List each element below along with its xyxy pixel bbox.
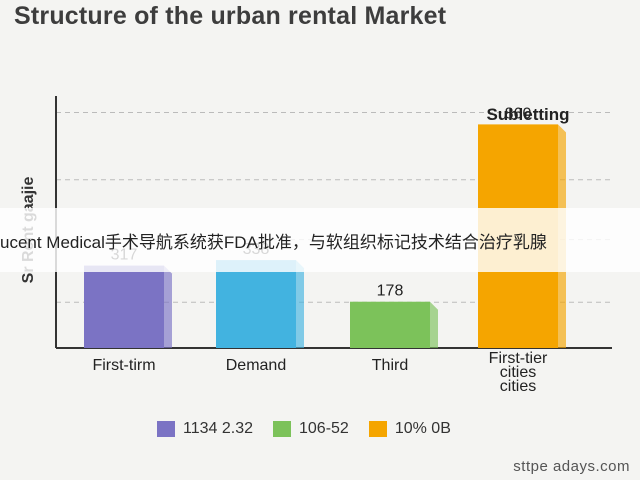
bar [84, 265, 164, 348]
source-text: sttpe adays.com [513, 458, 630, 475]
bar-value-label: 860 [505, 105, 532, 122]
legend: 1134 2.32 106-52 10% 0B [157, 420, 451, 438]
bar-side [430, 301, 438, 348]
x-tick-label: First-tirm [92, 357, 155, 374]
legend-label: 10% 0B [394, 420, 451, 437]
bar [350, 301, 430, 348]
legend-item: 10% 0B [368, 420, 451, 438]
legend-label: 106-52 [299, 420, 349, 437]
caption-overlay-text: ucent Medical手术导航系统获FDA批准，与软组织标记技术结合治疗乳腺 [0, 233, 547, 252]
x-tick-label: Third [372, 357, 408, 374]
x-tick-label: First-tier cities cities [489, 350, 548, 395]
bar-annotation: Subletting [486, 105, 569, 124]
bar-side [164, 265, 172, 348]
legend-item: 106-52 [273, 420, 349, 438]
legend-swatch [368, 421, 387, 437]
legend-label: 1134 2.32 [183, 420, 253, 437]
bar [216, 260, 296, 348]
bar-side [296, 260, 304, 348]
legend-swatch [273, 421, 291, 437]
caption-overlay-band [0, 208, 640, 272]
x-tick-label: Demand [226, 357, 286, 374]
legend-item: 1134 2.32 [157, 420, 253, 438]
chart-title: Structure of the urban rental Market [14, 2, 447, 30]
bar-value-label: 178 [377, 283, 404, 300]
legend-swatch [157, 421, 175, 437]
